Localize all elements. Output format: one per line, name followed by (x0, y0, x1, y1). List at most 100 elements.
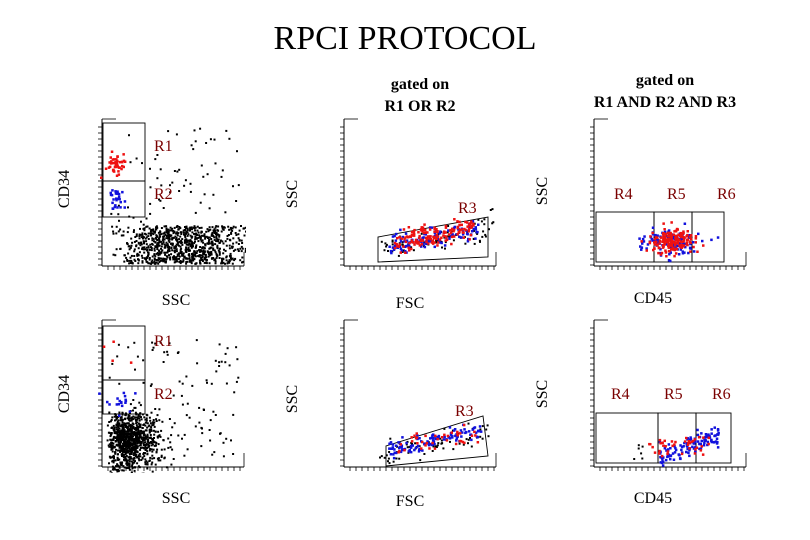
event-dot (119, 228, 122, 231)
event-dot (175, 250, 178, 253)
event-dot (697, 232, 700, 236)
event-dot (458, 432, 462, 435)
event-dot (117, 444, 120, 447)
event-dot (212, 257, 215, 259)
event-dot (137, 247, 140, 250)
event-dot (229, 252, 232, 255)
event-dot (226, 237, 229, 240)
event-dot (215, 232, 218, 235)
event-dot (109, 191, 112, 195)
event-dot (171, 227, 174, 230)
event-dot (664, 445, 667, 448)
event-dot (151, 242, 154, 245)
event-dot (173, 230, 176, 233)
event-dot (151, 232, 154, 235)
event-dot (196, 362, 199, 365)
event-dot (131, 442, 134, 445)
event-dot (667, 242, 671, 245)
event-dot (148, 449, 151, 452)
event-dot (716, 446, 720, 449)
event-dot (395, 242, 398, 246)
event-dot (154, 408, 157, 410)
event-dot (137, 432, 140, 434)
event-dot (157, 259, 159, 262)
event-dot (684, 245, 687, 249)
event-dot (112, 161, 116, 165)
event-dot (122, 454, 125, 457)
event-dot (218, 252, 221, 255)
event-dot (162, 238, 165, 241)
event-dot (211, 231, 214, 234)
event-dot (388, 442, 391, 445)
event-dot (149, 447, 152, 450)
event-dot (203, 235, 206, 238)
event-dot (400, 445, 403, 449)
event-dot (649, 443, 652, 446)
event-dot (466, 221, 469, 224)
event-dot (232, 185, 234, 188)
event-dot (137, 254, 140, 257)
event-dot (154, 444, 157, 447)
event-dot (391, 446, 395, 449)
event-dot (141, 432, 144, 435)
event-dot (182, 254, 185, 257)
event-dot (117, 425, 119, 428)
event-dot (393, 244, 397, 248)
event-dot (236, 248, 239, 251)
black-events-cluster (111, 225, 246, 265)
event-dot (667, 246, 670, 249)
event-dot (185, 239, 188, 242)
event-dot (456, 233, 459, 236)
event-dot (113, 455, 115, 458)
event-dot (128, 262, 131, 265)
event-dot (392, 456, 396, 460)
event-dot (656, 236, 659, 239)
event-dot (461, 440, 465, 444)
event-dot (168, 254, 170, 257)
region-label-r3-top: R3 (458, 200, 477, 217)
event-dot (421, 449, 424, 452)
event-dot (119, 440, 122, 443)
event-dot (712, 440, 716, 444)
event-dot (190, 144, 193, 147)
event-dot (120, 401, 123, 404)
event-dot (236, 150, 238, 153)
event-dot (185, 246, 188, 249)
event-dot (197, 236, 200, 239)
event-dot (159, 260, 162, 262)
event-dot (148, 416, 151, 419)
event-dot (119, 463, 122, 466)
event-dot (662, 234, 665, 237)
event-dot (129, 246, 132, 249)
event-dot (118, 432, 121, 435)
event-dot (123, 438, 126, 441)
event-dot (125, 460, 128, 463)
event-dot (151, 450, 154, 453)
event-dot (476, 441, 480, 444)
event-dot (118, 198, 121, 201)
event-dot (475, 230, 478, 234)
event-dot (131, 431, 134, 434)
event-dot (436, 241, 440, 244)
event-dot (151, 237, 154, 240)
event-dot (188, 257, 191, 260)
event-dot (153, 433, 156, 436)
event-dot (199, 127, 202, 130)
event-dot (649, 235, 652, 238)
event-dot (674, 230, 678, 233)
event-dot (218, 257, 221, 259)
event-dot (125, 444, 128, 447)
event-dot (145, 460, 148, 463)
event-dot (463, 441, 466, 445)
event-dot (128, 460, 131, 463)
event-dot (117, 204, 120, 207)
event-dot (122, 456, 125, 459)
event-dot (173, 170, 176, 172)
event-dot (142, 424, 145, 426)
event-dot (191, 231, 194, 234)
event-dot (153, 262, 156, 265)
event-dot (401, 436, 404, 439)
event-dot (123, 459, 126, 462)
event-dot (124, 412, 127, 415)
event-dot (650, 237, 654, 241)
